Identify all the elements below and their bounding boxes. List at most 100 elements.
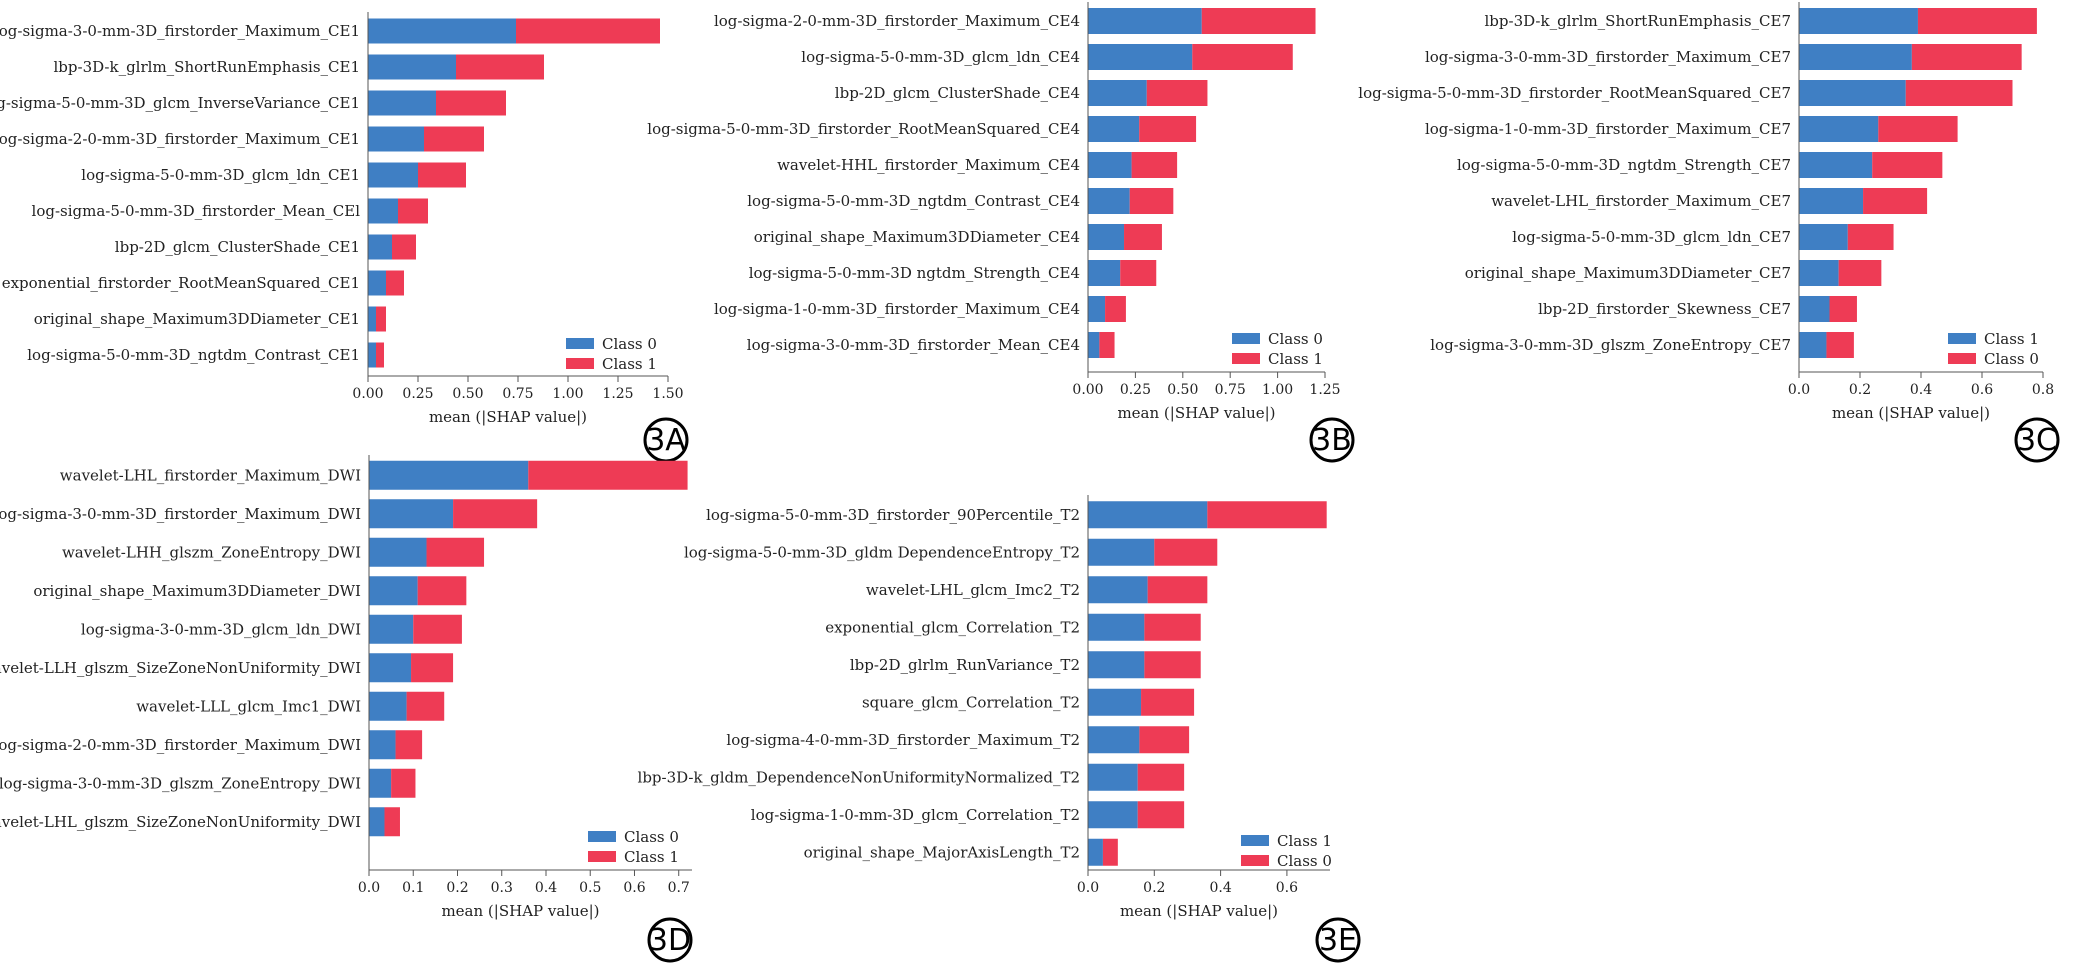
bar-3b-3-class1 xyxy=(1139,116,1197,142)
legend-label-3e-0: Class 1 xyxy=(1277,832,1332,850)
legend-swatch-3e-1 xyxy=(1241,855,1269,866)
panel-tag-3e: 3E xyxy=(1319,923,1357,958)
bar-3d-9-class0 xyxy=(369,807,385,837)
bar-3e-9-class0 xyxy=(1102,838,1118,866)
bar-3e-1-class0 xyxy=(1154,538,1218,566)
bar-3a-3-class1 xyxy=(424,126,484,152)
feature-label-3d-4: log-sigma-3-0-mm-3D_glcm_ldn_DWI xyxy=(81,620,361,638)
legend-label-3a-0: Class 0 xyxy=(602,335,657,353)
bar-3c-6-class0 xyxy=(1847,224,1894,250)
feature-label-3a-4: log-sigma-5-0-mm-3D_glcm_ldn_CE1 xyxy=(81,166,360,184)
bar-3b-9-class0 xyxy=(1088,332,1100,358)
x-axis-title-3e: mean (|SHAP value|) xyxy=(1120,902,1278,920)
feature-label-3c-8: lbp-2D_firstorder_Skewness_CE7 xyxy=(1538,300,1791,318)
bar-3a-6-class1 xyxy=(392,234,416,260)
feature-label-3e-2: wavelet-LHL_glcm_Imc2_T2 xyxy=(866,581,1080,599)
panel-tag-circle-3e xyxy=(1315,917,1361,963)
feature-label-3a-0: log-sigma-3-0-mm-3D_firstorder_Maximum_C… xyxy=(0,22,360,40)
bar-3e-1-class1 xyxy=(1088,538,1155,566)
bar-3d-6-class1 xyxy=(406,691,445,721)
x-tick-label-3c-0: 0.0 xyxy=(1788,382,1810,398)
bar-3a-5-class0 xyxy=(368,198,398,224)
bar-3e-2-class1 xyxy=(1088,576,1148,604)
bar-3d-4-class0 xyxy=(369,614,414,644)
feature-label-3a-9: log-sigma-5-0-mm-3D_ngtdm_Contrast_CE1 xyxy=(27,346,360,364)
bar-3c-4-class1 xyxy=(1799,152,1873,178)
feature-label-3c-2: log-sigma-5-0-mm-3D_firstorder_RootMeanS… xyxy=(1358,84,1791,102)
bar-3d-5-class0 xyxy=(369,653,412,683)
bar-3e-7-class0 xyxy=(1137,763,1185,791)
bar-3d-2-class0 xyxy=(369,537,427,567)
x-tick-label-3b-5: 1.25 xyxy=(1309,382,1340,398)
bar-3d-7-class1 xyxy=(395,730,423,760)
feature-label-3e-3: exponential_glcm_Correlation_T2 xyxy=(825,618,1080,636)
bar-3d-3-class0 xyxy=(369,576,418,606)
bar-3a-1-class0 xyxy=(368,54,456,80)
bar-3a-7-class0 xyxy=(368,270,386,296)
x-tick-label-3a-4: 1.00 xyxy=(552,386,583,402)
panel-tag-3c: 3C xyxy=(2017,423,2057,458)
feature-label-3d-7: log-sigma-2-0-mm-3D_firstorder_Maximum_D… xyxy=(0,736,361,754)
feature-label-3c-4: log-sigma-5-0-mm-3D_ngtdm_Strength_CE7 xyxy=(1457,156,1791,174)
feature-label-3d-0: wavelet-LHL_firstorder_Maximum_DWI xyxy=(60,466,361,484)
bar-3a-7-class1 xyxy=(386,270,404,296)
bar-3d-0-class1 xyxy=(528,460,688,490)
feature-label-3b-1: log-sigma-5-0-mm-3D_glcm_ldn_CE4 xyxy=(801,48,1080,66)
bar-3e-6-class0 xyxy=(1139,726,1190,754)
bar-3b-4-class1 xyxy=(1131,152,1178,178)
feature-label-3e-1: log-sigma-5-0-mm-3D_gldm DependenceEntro… xyxy=(684,543,1080,561)
legend-label-3c-0: Class 1 xyxy=(1984,330,2039,348)
bar-3b-0-class0 xyxy=(1088,8,1202,34)
x-axis-title-3d: mean (|SHAP value|) xyxy=(441,902,599,920)
feature-label-3a-2: log-sigma-5-0-mm-3D_glcm_InverseVariance… xyxy=(0,94,360,112)
bar-3a-8-class1 xyxy=(376,306,386,332)
bar-3e-0-class0 xyxy=(1207,501,1327,529)
panel-tag-3d: 3D xyxy=(649,923,691,958)
x-tick-label-3d-1: 0.1 xyxy=(402,880,424,896)
bar-3c-2-class0 xyxy=(1905,80,2013,106)
feature-label-3e-4: lbp-2D_glrlm_RunVariance_T2 xyxy=(850,656,1080,674)
bar-3b-2-class0 xyxy=(1088,80,1147,106)
feature-label-3a-1: lbp-3D-k_glrlm_ShortRunEmphasis_CE1 xyxy=(54,58,361,76)
x-tick-label-3d-5: 0.5 xyxy=(579,880,601,896)
bar-3a-9-class1 xyxy=(376,342,384,368)
bar-3a-6-class0 xyxy=(368,234,392,260)
x-axis-title-3a: mean (|SHAP value|) xyxy=(429,408,587,426)
bar-3e-7-class1 xyxy=(1088,763,1138,791)
bar-3b-1-class1 xyxy=(1192,44,1293,70)
bar-3b-0-class1 xyxy=(1201,8,1316,34)
feature-label-3c-6: log-sigma-5-0-mm-3D_glcm_ldn_CE7 xyxy=(1512,228,1791,246)
panel-tag-circle-3d xyxy=(647,917,693,963)
x-tick-label-3a-0: 0.00 xyxy=(352,386,383,402)
bar-3d-0-class0 xyxy=(369,460,529,490)
feature-label-3e-6: log-sigma-4-0-mm-3D_firstorder_Maximum_T… xyxy=(726,731,1080,749)
legend-swatch-3e-0 xyxy=(1241,835,1269,846)
bar-3c-7-class1 xyxy=(1799,260,1839,286)
feature-label-3d-2: wavelet-LHH_glszm_ZoneEntropy_DWI xyxy=(62,543,361,561)
legend-label-3c-1: Class 0 xyxy=(1984,350,2039,368)
bar-3b-1-class0 xyxy=(1088,44,1193,70)
feature-label-3e-5: square_glcm_Correlation_T2 xyxy=(862,693,1080,711)
x-tick-label-3c-2: 0.4 xyxy=(1910,382,1932,398)
x-tick-label-3c-3: 0.6 xyxy=(1971,382,1993,398)
x-tick-label-3d-3: 0.3 xyxy=(491,880,513,896)
x-tick-label-3a-2: 0.50 xyxy=(452,386,483,402)
bar-3e-9-class1 xyxy=(1088,838,1103,866)
bar-3a-4-class0 xyxy=(368,162,418,188)
feature-label-3b-6: original_shape_Maximum3DDiameter_CE4 xyxy=(754,228,1080,246)
legend-swatch-3d-1 xyxy=(588,851,616,862)
feature-label-3b-4: wavelet-HHL_firstorder_Maximum_CE4 xyxy=(777,156,1080,174)
feature-label-3a-7: exponential_firstorder_RootMeanSquared_C… xyxy=(2,274,360,292)
x-tick-label-3c-4: 0.8 xyxy=(2032,382,2054,398)
feature-label-3d-1: log-sigma-3-0-mm-3D_firstorder_Maximum_D… xyxy=(0,505,361,523)
bar-3a-4-class1 xyxy=(418,162,466,188)
bar-3b-5-class1 xyxy=(1129,188,1174,214)
bar-3e-0-class1 xyxy=(1088,501,1208,529)
feature-label-3d-9: wavelet-LHL_glszm_SizeZoneNonUniformity_… xyxy=(0,813,361,831)
feature-label-3a-3: log-sigma-2-0-mm-3D_firstorder_Maximum_C… xyxy=(0,130,360,148)
x-tick-label-3d-7: 0.7 xyxy=(668,880,690,896)
bar-3e-5-class1 xyxy=(1088,688,1142,716)
bar-3c-5-class0 xyxy=(1863,188,1928,214)
bar-3e-3-class1 xyxy=(1088,613,1145,641)
bar-3a-9-class0 xyxy=(368,342,376,368)
